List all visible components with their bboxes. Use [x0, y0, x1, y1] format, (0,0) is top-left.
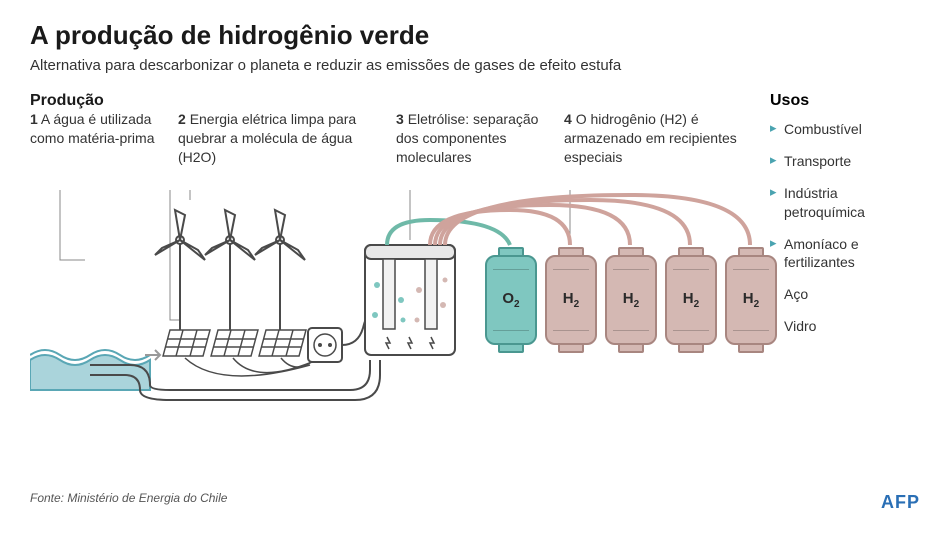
tank-label: H2: [743, 290, 759, 310]
uses-header: Usos: [770, 92, 920, 110]
uses-panel: Usos Combustível Transporte Indústria pe…: [770, 92, 920, 350]
step-3-text: Eletrólise: separação dos componentes mo…: [396, 111, 538, 165]
electrolyzer-icon: [365, 245, 455, 355]
tank-h2: H2: [605, 255, 657, 345]
use-item: Vidro: [770, 317, 920, 335]
tank-h2: H2: [545, 255, 597, 345]
use-item: Amoníaco e fertilizantes: [770, 235, 920, 271]
process-diagram: O2 H2 H2 H2 H2: [30, 190, 770, 450]
tank-o2: O2: [485, 255, 537, 345]
page-subtitle: Alternativa para descarbonizar o planeta…: [30, 57, 920, 74]
water-icon: [30, 350, 150, 390]
step-1: 1 A água é utilizada como matéria-prima: [30, 110, 160, 167]
uses-list: Combustível Transporte Indústria petroqu…: [770, 120, 920, 336]
step-2-text: Energia elétrica limpa para quebrar a mo…: [178, 111, 356, 165]
page-title: A produção de hidrogênio verde: [30, 20, 920, 51]
use-item: Combustível: [770, 120, 920, 138]
use-item: Transporte: [770, 152, 920, 170]
tank-label: H2: [683, 290, 699, 310]
step-3-num: 3: [396, 111, 404, 127]
tank-label: H2: [563, 290, 579, 310]
step-2: 2 Energia elétrica limpa para quebrar a …: [178, 110, 378, 167]
step-1-text: A água é utilizada como matéria-prima: [30, 111, 154, 146]
tank-h2: H2: [725, 255, 777, 345]
use-item: Aço: [770, 285, 920, 303]
tank-label: O2: [502, 290, 519, 310]
step-1-num: 1: [30, 111, 38, 127]
step-4: 4 O hidrogênio (H2) é armazenado em reci…: [564, 110, 754, 167]
tank-h2: H2: [665, 255, 717, 345]
solar-panels: [163, 330, 314, 376]
step-3: 3 Eletrólise: separação dos componentes …: [396, 110, 546, 167]
tank-label: H2: [623, 290, 639, 310]
source-note: Fonte: Ministério de Energia do Chile: [30, 491, 227, 505]
step-4-text: O hidrogênio (H2) é armazenado em recipi…: [564, 111, 737, 165]
storage-tanks: O2 H2 H2 H2 H2: [485, 255, 777, 345]
step-2-num: 2: [178, 111, 186, 127]
step-4-num: 4: [564, 111, 572, 127]
use-item: Indústria petroquímica: [770, 184, 920, 220]
credit-logo: AFP: [881, 492, 920, 513]
h2-pipes: [430, 195, 750, 245]
